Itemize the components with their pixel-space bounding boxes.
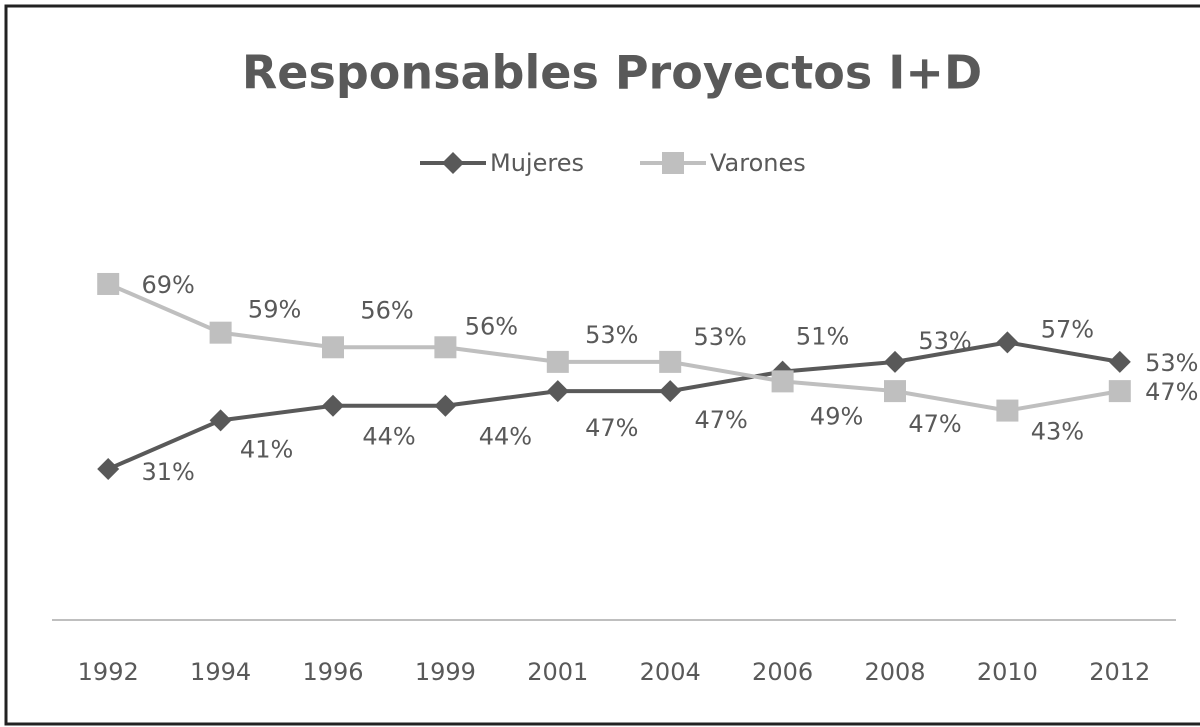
- data-label: 53%: [585, 321, 638, 349]
- data-label: 47%: [1145, 378, 1198, 406]
- x-tick-label: 2008: [864, 658, 925, 686]
- data-label: 47%: [695, 406, 748, 434]
- series-line: [107, 282, 1121, 413]
- legend-label: Mujeres: [490, 149, 584, 177]
- data-label: 53%: [918, 327, 971, 355]
- data-label: 47%: [908, 410, 961, 438]
- data-label: 47%: [585, 414, 638, 442]
- data-label: 41%: [240, 435, 293, 463]
- legend-marker: [442, 152, 464, 174]
- data-label: 53%: [1145, 349, 1198, 377]
- series-line: [107, 340, 1121, 471]
- marker: [546, 350, 569, 373]
- data-label: 51%: [796, 323, 849, 351]
- x-tick-label: 2010: [977, 658, 1038, 686]
- x-tick-label: 2004: [640, 658, 701, 686]
- marker: [884, 350, 906, 373]
- data-label: 44%: [479, 423, 532, 451]
- marker: [322, 336, 344, 359]
- chart-frame: [4, 4, 1200, 726]
- marker: [659, 380, 682, 403]
- data-label: 43%: [1031, 418, 1084, 446]
- data-label: 69%: [142, 271, 195, 299]
- data-label: 57%: [1041, 315, 1094, 343]
- marker: [322, 394, 344, 417]
- marker: [1108, 380, 1131, 403]
- marker: [434, 336, 457, 359]
- legend-marker: [662, 152, 684, 174]
- marker: [884, 380, 906, 403]
- data-label: 49%: [810, 402, 863, 430]
- legend-label: Varones: [710, 149, 806, 177]
- x-tick-label: 2001: [527, 658, 588, 686]
- marker: [1108, 350, 1131, 373]
- x-tick-label: 2006: [752, 658, 813, 686]
- marker: [659, 350, 682, 373]
- marker: [97, 272, 120, 295]
- marker: [546, 380, 569, 403]
- marker: [209, 409, 232, 432]
- data-label: 31%: [142, 458, 195, 486]
- marker: [771, 370, 794, 393]
- data-label: 53%: [694, 323, 747, 351]
- data-label: 44%: [362, 423, 415, 451]
- marker: [209, 321, 232, 344]
- x-tick-label: 1996: [302, 658, 363, 686]
- marker: [97, 458, 120, 481]
- x-tick-label: 1999: [415, 658, 476, 686]
- x-tick-label: 1994: [190, 658, 251, 686]
- data-label: 56%: [465, 312, 518, 340]
- data-label: 59%: [248, 296, 301, 324]
- marker: [996, 399, 1019, 422]
- chart-title: Responsables Proyectos I+D: [242, 46, 982, 100]
- x-tick-label: 2012: [1089, 658, 1150, 686]
- x-tick-label: 1992: [78, 658, 139, 686]
- marker: [434, 394, 457, 417]
- data-label: 56%: [360, 296, 413, 324]
- marker: [996, 331, 1019, 354]
